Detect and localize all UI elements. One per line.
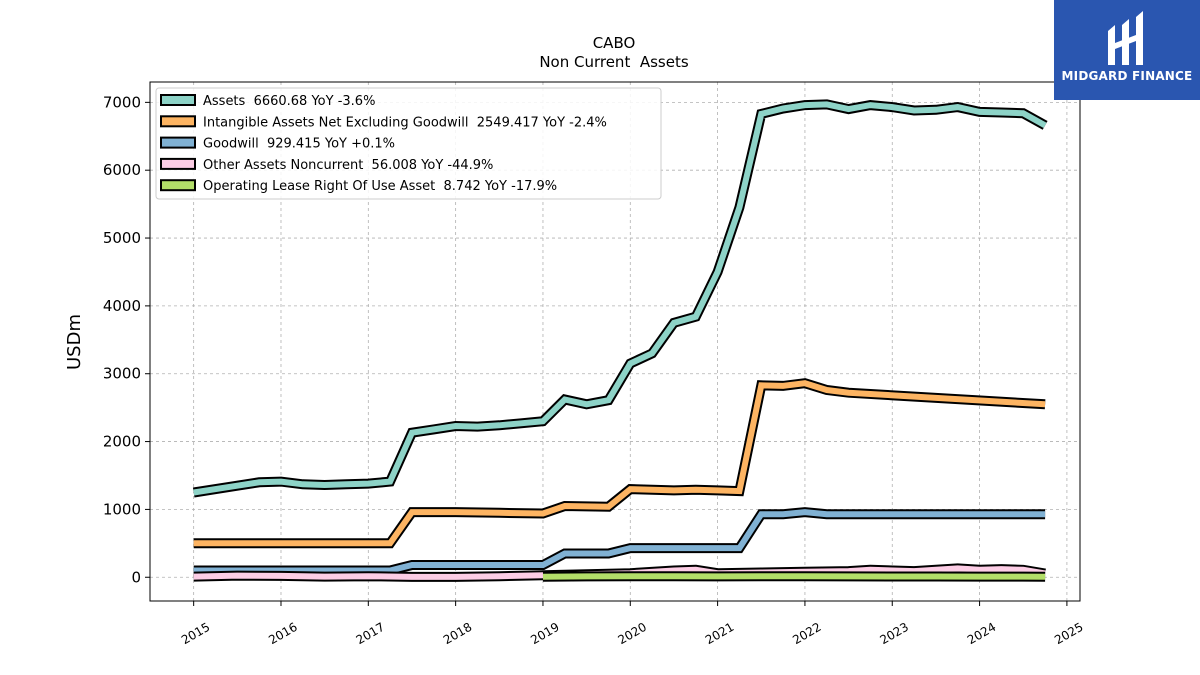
series-layer xyxy=(192,99,1048,582)
brand-name: MIDGARD FINANCE xyxy=(1061,69,1193,83)
y-tick-label: 6000 xyxy=(103,161,141,179)
legend-entry-3: Other Assets Noncurrent 56.008 YoY -44.9… xyxy=(203,158,493,173)
y-tick-label: 0 xyxy=(131,568,141,586)
series-line-1 xyxy=(193,380,1046,547)
y-tick-label: 2000 xyxy=(103,433,141,451)
chart-title: CABO xyxy=(593,34,636,52)
series-line-3 xyxy=(193,565,1046,580)
legend-swatch-2 xyxy=(160,136,196,149)
x-tick-label: 2025 xyxy=(1052,620,1085,647)
legend-swatch-1 xyxy=(160,115,196,128)
x-tick-label: 2018 xyxy=(441,620,474,647)
series-line-4 xyxy=(542,573,1046,580)
y-tick-label: 3000 xyxy=(103,365,141,383)
legend-entry-0: Assets 6660.68 YoY -3.6% xyxy=(203,94,375,109)
series-line-0 xyxy=(193,101,1047,496)
y-axis-label: USDm xyxy=(64,314,85,370)
legend-swatch-3 xyxy=(160,157,196,170)
x-tick-label: 2022 xyxy=(790,620,823,647)
x-axis: 2015 2016 2017 2018 2019 2020 2021 2022 2023 2024… xyxy=(179,601,1086,647)
legend-entry-2: Goodwill 929.415 YoY +0.1% xyxy=(203,137,395,152)
brand-logo: MIDGARD FINANCE xyxy=(1054,0,1200,100)
y-tick-label: 4000 xyxy=(103,297,141,315)
y-tick-label: 7000 xyxy=(103,93,141,111)
legend-swatch-4 xyxy=(160,179,196,192)
x-tick-label: 2020 xyxy=(616,620,649,647)
x-tick-label: 2015 xyxy=(179,620,212,647)
y-tick-label: 1000 xyxy=(103,500,141,518)
legend-box xyxy=(155,87,662,200)
y-tick-label: 5000 xyxy=(103,229,141,247)
plot-frame xyxy=(149,81,1081,602)
chart-subtitle: Non Current Assets xyxy=(539,53,689,71)
y-axis: 0 1000 2000 3000 4000 5000 6000 7000 xyxy=(103,93,150,586)
x-tick-label: 2017 xyxy=(354,620,387,647)
legend: Assets 6660.68 YoY -3.6% Intangible Asset… xyxy=(155,87,662,200)
legend-swatch-0 xyxy=(160,94,196,106)
x-tick-label: 2024 xyxy=(965,620,998,647)
legend-entry-4: Operating Lease Right Of Use Asset 8.742… xyxy=(203,179,557,194)
legend-entry-1: Intangible Assets Net Excluding Goodwill… xyxy=(203,115,607,130)
x-tick-label: 2019 xyxy=(528,620,561,647)
x-tick-label: 2016 xyxy=(266,620,299,647)
series-outline-1 xyxy=(193,378,1046,549)
x-tick-label: 2023 xyxy=(878,620,911,647)
x-tick-label: 2021 xyxy=(703,620,736,647)
series-line-2 xyxy=(193,509,1046,574)
midgard-monogram-icon xyxy=(1108,11,1143,65)
